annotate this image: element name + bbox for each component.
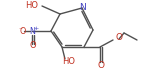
Text: O: O [97, 61, 105, 71]
Text: ⁻: ⁻ [18, 25, 22, 35]
Text: N: N [29, 26, 35, 35]
Text: HO: HO [25, 2, 38, 11]
Text: O: O [115, 34, 122, 42]
Text: HO: HO [62, 58, 76, 67]
Text: O: O [20, 28, 26, 36]
Text: O: O [30, 41, 36, 51]
Text: +: + [33, 25, 39, 31]
Text: N: N [80, 2, 86, 12]
